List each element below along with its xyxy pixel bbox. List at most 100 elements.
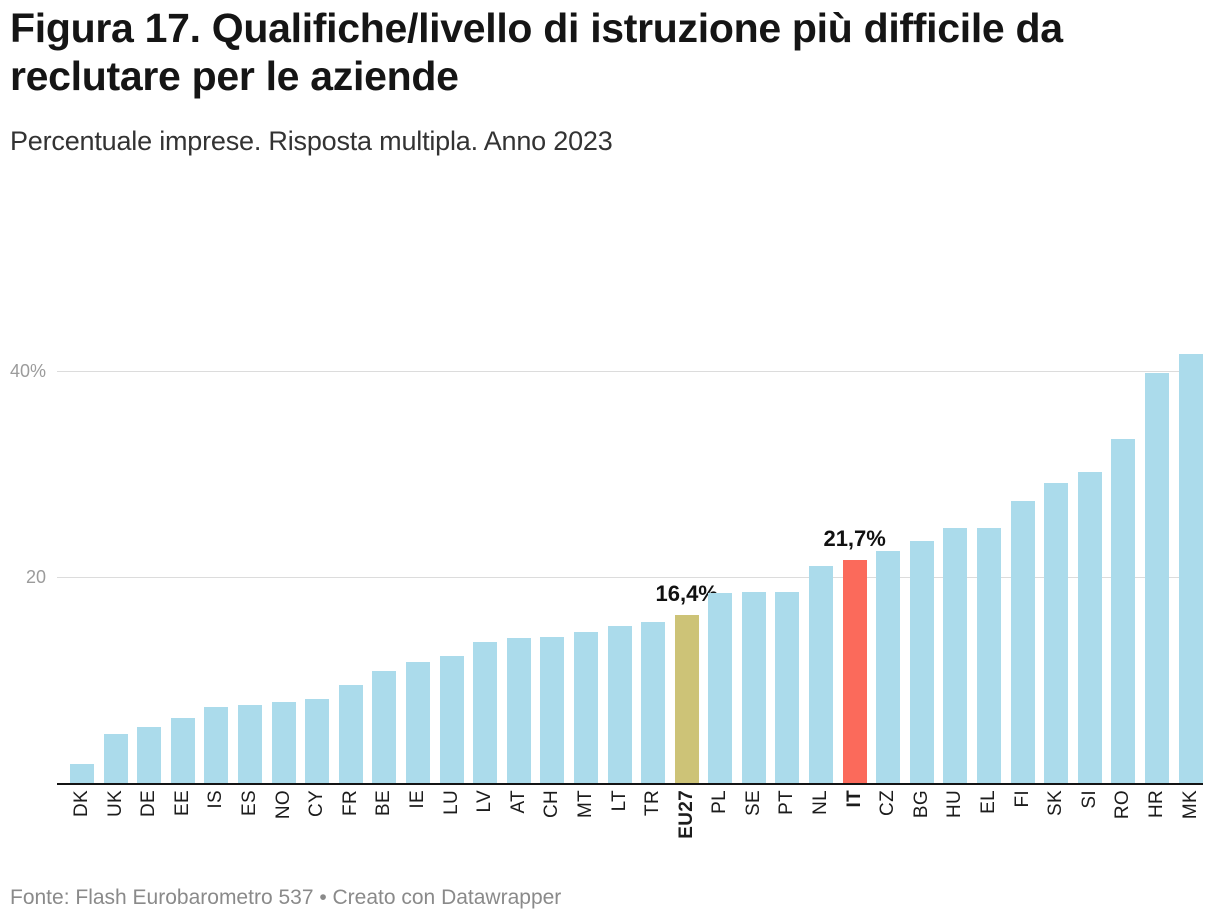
x-label-column-mk: MK	[1179, 790, 1203, 862]
bar-column-no	[271, 701, 296, 783]
data-label-eu27: 16,4%	[655, 580, 718, 606]
bar-column-eu27: 16,4%	[655, 581, 718, 783]
bar-de	[137, 726, 162, 783]
plot-area: 16,4% 21,7%	[57, 333, 1203, 785]
x-label-column-cy: CY	[305, 790, 329, 862]
bar-bg	[909, 540, 934, 783]
x-label-pl: PL	[709, 790, 731, 814]
x-label-column-fi: FI	[1011, 790, 1035, 862]
x-label-column-hu: HU	[943, 790, 967, 862]
x-label-column-uk: UK	[104, 790, 128, 862]
bar-column-el	[977, 528, 1002, 783]
x-label-pt: PT	[776, 790, 798, 815]
bar-el	[977, 528, 1002, 783]
x-label-de: DE	[138, 790, 160, 817]
x-label-at: AT	[507, 790, 529, 814]
x-label-hr: HR	[1146, 790, 1167, 819]
x-label-column-de: DE	[137, 790, 161, 862]
x-label-column-eu27: EU27	[675, 790, 699, 862]
bar-uk	[103, 733, 128, 783]
bar-ch	[540, 637, 565, 783]
x-label-ee: EE	[171, 790, 193, 816]
bar-column-at	[506, 638, 531, 783]
bar-pt	[775, 591, 800, 783]
x-label-column-si: SI	[1078, 790, 1102, 862]
x-label-lu: LU	[440, 790, 462, 815]
bar-lt	[607, 625, 632, 783]
x-label-column-lt: LT	[608, 790, 632, 862]
bar-column-de	[137, 726, 162, 783]
bar-series: 16,4% 21,7%	[57, 333, 1203, 783]
bar-column-dk	[70, 763, 94, 783]
bar-ie	[405, 661, 430, 783]
bar-column-be	[372, 671, 397, 783]
bar-cy	[305, 698, 330, 783]
x-label-column-pt: PT	[775, 790, 799, 862]
bar-column-lv	[473, 642, 498, 783]
x-label-column-bg: BG	[910, 790, 934, 862]
bar-column-si	[1077, 471, 1102, 783]
bar-column-uk	[103, 733, 128, 783]
x-label-tr: TR	[642, 790, 664, 816]
bar-column-ee	[170, 718, 195, 783]
bar-column-mk	[1178, 353, 1203, 783]
x-label-nl: NL	[810, 790, 832, 815]
bar-column-hr	[1145, 373, 1169, 783]
bar-no	[271, 701, 296, 783]
x-label-column-hr: HR	[1145, 790, 1169, 862]
bar-si	[1077, 471, 1102, 783]
bar-column-tr	[641, 621, 666, 783]
bar-se	[741, 591, 766, 783]
bar-column-cy	[305, 698, 330, 783]
bar-lu	[439, 655, 464, 783]
x-label-el: EL	[978, 790, 1000, 814]
bar-column-se	[741, 591, 766, 783]
bar-dk	[70, 763, 94, 783]
chart-subtitle: Percentuale imprese. Risposta multipla. …	[10, 126, 613, 156]
gridline-40	[57, 371, 1203, 373]
bar-column-fr	[338, 685, 363, 783]
x-label-eu27: EU27	[675, 790, 697, 839]
x-label-column-ee: EE	[171, 790, 195, 862]
bar-column-it: 21,7%	[823, 526, 886, 783]
x-label-fr: FR	[339, 790, 361, 816]
x-label-column-is: IS	[204, 790, 228, 862]
x-label-no: NO	[272, 790, 294, 820]
x-label-mt: MT	[574, 790, 596, 819]
source-line: Fonte: Flash Eurobarometro 537 • Creato …	[10, 886, 562, 909]
x-label-be: BE	[373, 790, 395, 816]
x-label-si: SI	[1078, 790, 1100, 809]
gridline-20	[57, 576, 1203, 578]
bar-es	[237, 704, 262, 783]
x-label-is: IS	[205, 790, 227, 809]
x-label-column-be: BE	[372, 790, 396, 862]
x-label-ro: RO	[1112, 790, 1134, 820]
x-label-column-mt: MT	[574, 790, 598, 862]
bar-mt	[573, 632, 598, 783]
x-label-dk: DK	[71, 790, 92, 817]
bar-eu27	[674, 614, 699, 783]
x-label-uk: UK	[104, 790, 126, 817]
x-axis-labels: DK UK DE EE IS ES NO CY FR BE IE LU LV AT CH MT LT TR EU27…	[57, 790, 1203, 862]
bar-column-is	[204, 707, 229, 783]
x-label-ie: IE	[406, 790, 428, 809]
bar-mk	[1178, 353, 1203, 783]
bar-be	[372, 671, 397, 783]
bar-column-sk	[1044, 483, 1069, 783]
x-label-se: SE	[742, 790, 764, 816]
bar-fi	[1010, 500, 1035, 783]
bar-column-pt	[775, 591, 800, 783]
x-label-mk: MK	[1179, 790, 1201, 820]
x-label-column-at: AT	[507, 790, 531, 862]
bar-ee	[170, 718, 195, 783]
chart-title: Figura 17. Qualifiche/livello di istruzi…	[10, 5, 1063, 99]
bar-column-pl	[708, 592, 733, 783]
x-label-column-dk: DK	[70, 790, 94, 862]
x-label-fi: FI	[1011, 790, 1033, 808]
bar-is	[204, 707, 229, 783]
x-label-column-fr: FR	[339, 790, 363, 862]
x-label-column-tr: TR	[641, 790, 665, 862]
x-label-bg: BG	[910, 790, 932, 819]
bar-tr	[641, 621, 666, 783]
bar-it	[842, 560, 867, 783]
